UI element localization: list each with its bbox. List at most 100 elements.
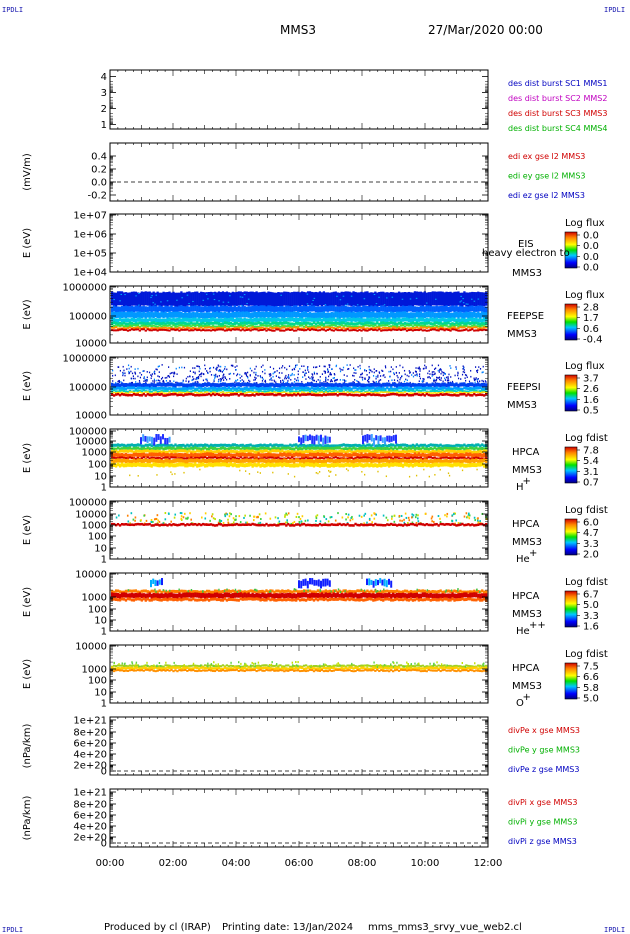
feepse-flux-band	[227, 328, 231, 331]
feepse-flux-band	[249, 312, 252, 319]
panel-feepsi-ytick-label: 100000	[69, 383, 107, 394]
feepse-flux-band	[366, 311, 369, 318]
feepse-flux-band	[162, 306, 165, 313]
feepse-flux-speck	[462, 298, 464, 300]
feepsi-flux-speck	[161, 376, 164, 379]
feepse-flux-band	[388, 292, 391, 307]
feepse-flux-band	[455, 311, 458, 318]
feepsi-flux-band	[217, 393, 221, 397]
hpca-h-band	[320, 446, 324, 450]
feepse-flux-band	[225, 321, 229, 325]
feepse-flux-band	[413, 291, 417, 306]
feepsi-flux-band	[237, 386, 240, 390]
hpca-h-band	[419, 449, 422, 453]
feepsi-flux-band	[174, 383, 177, 388]
feepse-flux-band	[158, 318, 161, 323]
feepsi-flux-speck	[259, 375, 261, 377]
feepsi-flux-speck	[342, 369, 344, 371]
feepsi-flux-speck	[361, 379, 364, 381]
hpca-h-band	[209, 446, 213, 450]
hpca-h-band	[120, 443, 124, 447]
hpca-h-band	[186, 457, 189, 460]
feepsi-flux-speck	[281, 366, 283, 369]
feepse-flux-band	[134, 318, 138, 323]
feepsi-flux-band	[118, 383, 122, 388]
feepsi-flux-speck	[463, 371, 466, 374]
feepse-flux-band	[239, 291, 242, 306]
feepse-flux-band	[118, 306, 122, 313]
feepsi-flux-band	[275, 392, 278, 394]
feepse-flux-band	[229, 305, 233, 312]
feepse-flux-band	[397, 321, 401, 325]
hpca-h-band	[225, 449, 229, 453]
hpca-h-band	[386, 456, 389, 459]
feepse-flux-band	[459, 318, 462, 323]
feepse-flux-band	[209, 321, 213, 325]
hpca-h-band	[198, 449, 201, 453]
hpca-h-band	[257, 447, 260, 451]
feepse-flux-band	[227, 318, 231, 323]
feepse-flux-band	[449, 312, 452, 319]
feepse-flux-band	[427, 321, 430, 325]
feepse-flux-band	[134, 312, 138, 319]
feepsi-flux-speck	[117, 380, 119, 383]
feepse-flux-speck	[150, 296, 152, 298]
hpca-h-band	[283, 444, 286, 448]
feepsi-flux-band	[447, 383, 450, 388]
feepse-flux-band	[265, 318, 268, 323]
feepsi-flux-band	[368, 392, 371, 396]
feepse-flux-band	[457, 306, 460, 313]
hpca-h-band	[485, 444, 488, 448]
feepsi-flux-speck	[264, 381, 267, 383]
hpca-h-band	[144, 447, 147, 451]
feepse-flux-band	[128, 306, 132, 313]
hpca-h-band	[405, 443, 409, 447]
feepse-flux-band	[204, 292, 207, 307]
hpca-h-band	[186, 450, 189, 454]
feepse-flux-band	[168, 306, 171, 313]
feepse-flux-band	[393, 325, 397, 328]
hpca-h-band	[449, 444, 452, 448]
hpca-h-band	[148, 452, 151, 457]
feepse-flux-band	[156, 312, 159, 319]
feepse-flux-band	[176, 322, 179, 326]
feepsi-flux-band	[243, 390, 246, 393]
feepsi-flux-speck	[317, 379, 319, 381]
feepse-flux-band	[407, 324, 411, 327]
hpca-h-band	[124, 447, 128, 451]
hpca-h-band	[194, 443, 197, 447]
feepse-flux-band	[200, 324, 203, 327]
feepse-flux-band	[312, 328, 316, 331]
feepse-flux-band	[281, 292, 284, 307]
hpca-h-band	[447, 444, 450, 448]
hpca-h-band	[483, 452, 486, 457]
feepse-flux-band	[330, 326, 333, 329]
feepsi-flux-band	[176, 387, 179, 391]
hpca-h-band	[431, 452, 434, 457]
feepsi-flux-band	[251, 383, 254, 388]
hpca-h-band	[395, 456, 399, 459]
feepsi-flux-band	[467, 390, 470, 393]
feepsi-flux-speck	[364, 369, 366, 371]
feepse-flux-band	[202, 325, 205, 328]
feepsi-flux-band	[336, 391, 339, 393]
feepse-flux-band	[473, 324, 476, 327]
feepsi-flux-band	[431, 392, 434, 394]
feepse-flux-band	[273, 326, 276, 329]
hpca-h-band	[200, 450, 203, 454]
feepse-flux-band	[192, 327, 195, 330]
hpca-h-band	[190, 443, 193, 447]
feepse-flux-band	[279, 327, 282, 330]
feepse-flux-band	[124, 312, 128, 319]
feepse-flux-band	[237, 328, 240, 331]
feepse-flux-band	[417, 291, 421, 306]
feepse-flux-band	[467, 312, 470, 319]
feepsi-flux-band	[217, 387, 221, 391]
feepsi-flux-band	[326, 382, 329, 387]
feepse-flux-band	[132, 306, 136, 313]
hpca-h-band	[138, 449, 141, 453]
feepse-flux-band	[316, 311, 320, 318]
feepsi-flux-band	[306, 382, 310, 387]
feepsi-flux-band	[269, 391, 272, 394]
feepsi-flux-band	[485, 393, 488, 396]
